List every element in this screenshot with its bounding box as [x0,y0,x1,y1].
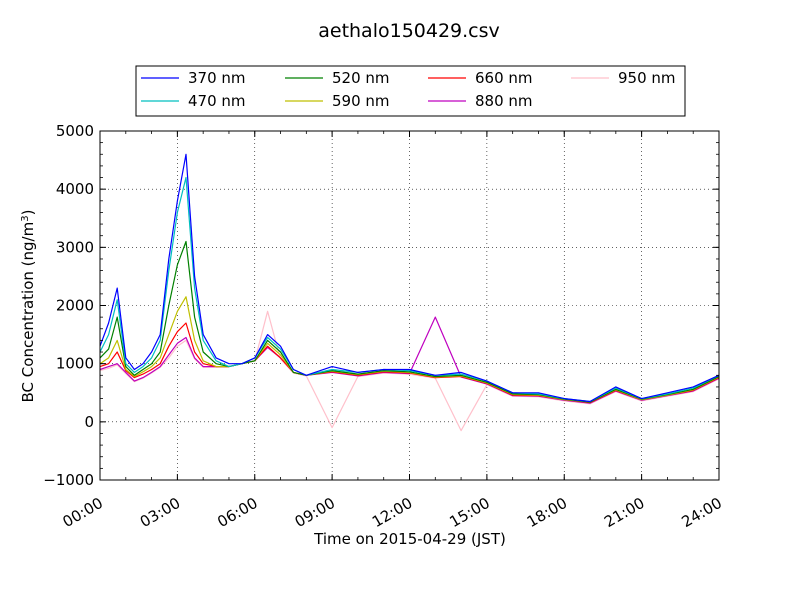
x-tick-label: 15:00 [446,494,492,531]
y-axis-label-sup: 3 [20,215,31,221]
x-tick-label: 09:00 [292,494,338,531]
x-tick-label: 06:00 [214,494,260,531]
y-axis-label: BC Concentration (ng/m3) [19,210,37,403]
legend-label: 520 nm [332,69,390,87]
legend-label: 880 nm [475,92,533,110]
series-line [99,322,720,404]
y-tick-label: 0 [84,413,94,431]
legend-label: 470 nm [188,92,246,110]
legend-label: 370 nm [188,69,246,87]
legend-label: 660 nm [475,69,533,87]
y-tick-label: 3000 [56,238,94,256]
legend: 370 nm 470 nm 520 nm 590 nm 660 nm 880 nm 950 … [135,65,686,117]
x-tick-label: 00:00 [60,494,106,531]
x-tick-label: 18:00 [524,494,570,531]
legend-frame [135,65,686,117]
series-line [99,296,720,403]
y-tick-label: 1000 [56,355,94,373]
x-tick-label: 24:00 [679,494,725,531]
y-axis-label-close: ) [19,210,37,216]
x-axis-label: Time on 2015-04-29 (JST) [313,530,506,548]
y-tick-label: 4000 [56,180,94,198]
ticks: −1000 0 1000 2000 3000 4000 5000 00:00 03:00 06:0… [43,122,725,531]
legend-label: 590 nm [332,92,390,110]
plot-lines [99,153,720,432]
series-line [99,153,720,403]
legend-label: 950 nm [618,69,676,87]
x-tick-label: 21:00 [601,494,647,531]
y-tick-label: 2000 [56,297,94,315]
x-tick-label: 03:00 [137,494,183,531]
y-tick-label: 5000 [56,122,94,140]
y-axis-label-main: BC Concentration (ng/m [19,222,37,403]
chart-title: aethalo150429.csv [318,20,500,42]
y-tick-label: −1000 [43,471,94,489]
x-tick-label: 12:00 [369,494,415,531]
